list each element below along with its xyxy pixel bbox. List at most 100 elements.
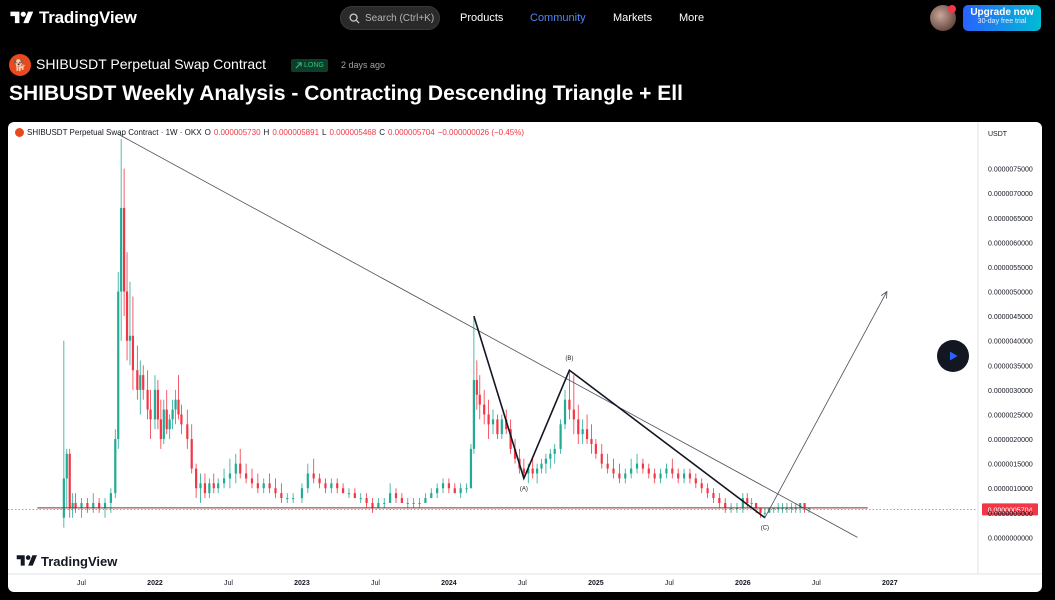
x-tick-label: Jul: [371, 580, 380, 587]
candle-body: [234, 463, 237, 474]
candle-body: [447, 483, 451, 489]
candle-body: [585, 429, 589, 440]
candle-body: [706, 488, 709, 494]
candle-body: [128, 335, 132, 341]
candle-body: [659, 473, 662, 479]
wave-label: (C): [761, 526, 769, 532]
symbol-name[interactable]: SHIBUSDT Perpetual Swap Contract: [36, 56, 267, 72]
y-tick-label: 0.0000015000: [988, 462, 1033, 469]
chart-legend: SHIBUSDT Perpetual Swap Contract · 1W · …: [15, 128, 524, 137]
play-button[interactable]: [937, 340, 969, 372]
y-tick-label: 0.0000060000: [988, 240, 1033, 247]
y-tick-label: 0.0000075000: [988, 167, 1033, 174]
candle-body: [606, 463, 609, 469]
candle-body: [522, 468, 525, 474]
candle-body: [750, 502, 753, 504]
candle-body: [156, 389, 160, 420]
candle-body: [635, 463, 639, 469]
elliott-wave-lines[interactable]: [473, 315, 766, 519]
candle-body: [114, 439, 117, 494]
candle-body: [594, 443, 597, 454]
upper-trendline[interactable]: [118, 133, 858, 538]
candle-body: [212, 483, 215, 489]
upgrade-button[interactable]: Upgrade now 30-day free trial: [963, 5, 1041, 31]
candle-body: [700, 483, 703, 489]
notification-dot: [948, 5, 956, 13]
candle-body: [244, 473, 248, 479]
candle-body: [746, 498, 749, 503]
price-chart[interactable]: 0.0000005704 (A) (B) (C) USDT 0.0000075000 0.…: [8, 122, 1042, 592]
candle-body: [292, 498, 295, 500]
candle-body: [165, 409, 168, 430]
legend-open: 0.000005730: [213, 128, 261, 137]
symbol-logo-icon: [15, 128, 24, 137]
y-tick-label: 0.0000065000: [988, 216, 1033, 223]
candle-body: [763, 512, 766, 514]
nav-markets[interactable]: Markets: [613, 12, 653, 24]
candle-body: [647, 468, 650, 474]
last-price-badge: [982, 503, 1038, 516]
long-badge-label: LONG: [304, 62, 324, 69]
shiba-coin-icon[interactable]: 🐕: [9, 54, 31, 76]
candle-body: [268, 483, 271, 489]
legend-close: 0.000005704: [387, 128, 435, 137]
candle-body: [186, 424, 189, 440]
candle-body: [572, 409, 575, 420]
candle-body: [563, 399, 567, 425]
candle-body: [487, 414, 490, 425]
candle-body: [300, 488, 304, 499]
candle-body: [718, 498, 721, 503]
y-tick-label: 0.0000020000: [988, 437, 1033, 444]
candle-body: [371, 502, 374, 508]
candle-body: [441, 483, 445, 489]
candle-body: [527, 468, 530, 474]
wave-label: (A): [520, 486, 528, 492]
candle-body: [500, 419, 503, 435]
candle-body: [330, 483, 333, 489]
candle-body: [228, 473, 232, 479]
candle-body: [353, 493, 356, 499]
candle-body: [400, 498, 403, 503]
candle-body: [341, 488, 345, 494]
nav-community[interactable]: Community: [530, 12, 586, 24]
candle-body: [544, 458, 548, 464]
x-tick-label: Jul: [224, 580, 233, 587]
tradingview-logo[interactable]: TradingView: [9, 8, 137, 28]
y-tick-label: 0.0000070000: [988, 191, 1033, 198]
nav-products[interactable]: Products: [460, 12, 504, 24]
candle-body: [149, 409, 152, 420]
x-tick-label: 2024: [441, 580, 457, 587]
candle-body: [665, 468, 668, 474]
candle-body: [389, 493, 392, 503]
candle-body: [559, 424, 562, 449]
candle-body: [162, 409, 165, 440]
search-button[interactable]: Search (Ctrl+K): [340, 6, 440, 30]
legend-symbol: SHIBUSDT Perpetual Swap Contract · 1W · …: [27, 128, 202, 137]
candle-body: [262, 483, 265, 489]
play-icon: [950, 351, 958, 361]
projection-arrow-line[interactable]: [764, 291, 888, 518]
y-tick-label: 0.0000025000: [988, 412, 1033, 419]
candle-body: [453, 488, 456, 494]
candle-body: [86, 502, 89, 508]
candle-body: [168, 419, 171, 430]
candle-body: [677, 473, 680, 479]
legend-change: −0.000000026 (−0.45%): [437, 128, 524, 137]
y-tick-label: 0.0000035000: [988, 363, 1033, 370]
candle-body: [754, 502, 758, 508]
candle-body: [436, 488, 439, 494]
candle-body: [430, 493, 433, 499]
candle-body: [177, 399, 180, 415]
candle-body: [803, 502, 806, 508]
candle-body: [600, 453, 603, 464]
x-tick-label: 2025: [588, 580, 604, 587]
candle-body: [347, 493, 351, 495]
candle-body: [509, 429, 512, 449]
candle-body: [682, 473, 686, 479]
chart-panel[interactable]: 0.0000005704 (A) (B) (C) USDT 0.0000075000 0.…: [8, 122, 1042, 592]
candle-body: [688, 473, 692, 479]
y-tick-label: 0.0000040000: [988, 339, 1033, 346]
candle-body: [103, 502, 107, 508]
nav-more[interactable]: More: [679, 12, 705, 24]
candle-body: [180, 414, 183, 425]
